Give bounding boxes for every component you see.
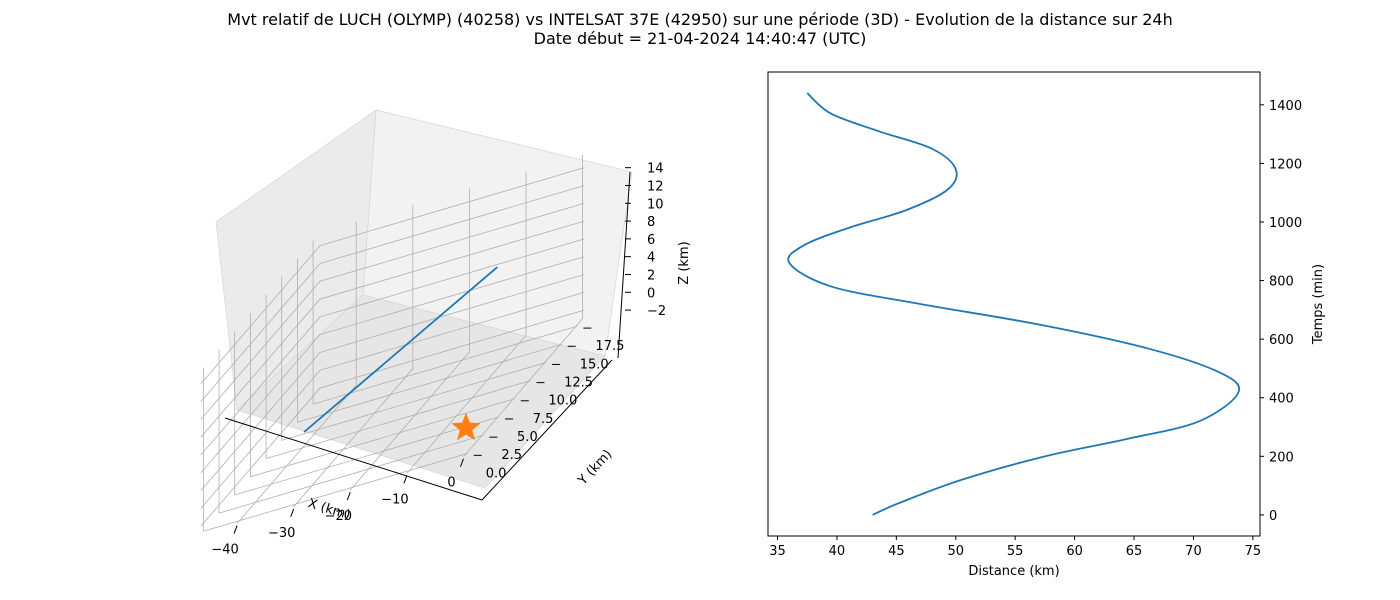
z-tick-label-3d: 2 bbox=[647, 268, 655, 283]
x-tick-label: 55 bbox=[1007, 544, 1024, 559]
y-tick-label-3d: 0.0 bbox=[486, 466, 507, 481]
grid-3d bbox=[200, 154, 585, 532]
plot-area bbox=[767, 71, 1261, 537]
y-axis-line bbox=[481, 359, 613, 501]
x-axis-line bbox=[224, 417, 483, 501]
x-tick-label: 75 bbox=[1245, 544, 1262, 559]
x-tick-mark-3d bbox=[460, 458, 464, 467]
grid-line-side bbox=[200, 334, 321, 474]
z-tick-label-3d: −2 bbox=[647, 304, 666, 319]
x-tick-mark-3d bbox=[346, 491, 351, 501]
grid-line-back bbox=[319, 256, 585, 336]
y-ticks: 0 200 400 600 800 1000 1200 1400 bbox=[1260, 99, 1302, 524]
y-axis-label: Temps (min) bbox=[1311, 264, 1326, 345]
y-tick-label: 400 bbox=[1269, 392, 1294, 407]
z-tick-label-3d: 10 bbox=[647, 197, 664, 212]
y-tick-label: 600 bbox=[1269, 333, 1294, 348]
grid-line-floor bbox=[293, 368, 414, 508]
series-line-3d bbox=[303, 266, 498, 433]
x-tick-label: 65 bbox=[1126, 544, 1143, 559]
grid-line-floor bbox=[218, 434, 484, 514]
z-axis-label-3d: Z (km) bbox=[677, 241, 692, 284]
y-tick-label: 0 bbox=[1269, 509, 1277, 524]
x-ticks: 35 40 45 50 55 60 65 70 75 bbox=[769, 536, 1261, 559]
y-tick-label-3d: 12.5 bbox=[564, 375, 593, 390]
grid-line-side bbox=[200, 245, 321, 385]
y-tick-label: 800 bbox=[1269, 275, 1294, 290]
x-tick-label-3d: −10 bbox=[381, 492, 408, 507]
grid-line-floor bbox=[463, 318, 583, 457]
z-tick-label-3d: 6 bbox=[647, 233, 655, 248]
grid-line-floor bbox=[297, 343, 562, 423]
grid-line-side bbox=[200, 316, 321, 456]
y-tick-label: 1200 bbox=[1269, 157, 1302, 172]
grid-line-floor bbox=[234, 416, 500, 496]
y-tick-label-3d: 17.5 bbox=[595, 339, 624, 354]
grid-line-floor bbox=[203, 452, 468, 532]
x-axis-label: Distance (km) bbox=[968, 564, 1059, 579]
ticks-3d: −40−30−20−1000.02.55.07.510.012.515.017.… bbox=[211, 162, 666, 558]
grid-line-side bbox=[200, 352, 321, 491]
figure-title-line1: Mvt relatif de LUCH (OLYMP) (40258) vs I… bbox=[227, 10, 1172, 29]
grid-line-back bbox=[319, 185, 585, 264]
pane-floor bbox=[236, 294, 606, 489]
x-tick-label: 70 bbox=[1185, 544, 1202, 559]
z-tick-label-3d: 0 bbox=[647, 286, 655, 301]
grid-line-side bbox=[200, 370, 321, 509]
grid-line-back bbox=[319, 274, 585, 353]
x-tick-mark-3d bbox=[403, 475, 408, 484]
y-tick-label-3d: 2.5 bbox=[501, 448, 522, 463]
origin-star-marker bbox=[451, 412, 481, 441]
grid-line-back bbox=[319, 167, 585, 247]
chart-3d: −40−30−20−1000.02.55.07.510.012.515.017.… bbox=[200, 109, 692, 558]
grid-line-side bbox=[200, 387, 321, 527]
chart-distance-time: 35 40 45 50 55 60 65 70 75 0 200 400 600 800 1000 1200… bbox=[767, 71, 1326, 579]
grid-line-side bbox=[200, 263, 321, 402]
z-tick-label-3d: 8 bbox=[647, 215, 655, 230]
series-line-distance bbox=[787, 92, 1241, 516]
grid-line-back bbox=[319, 220, 585, 300]
grid-line-back bbox=[319, 309, 585, 389]
x-tick-mark-3d bbox=[290, 508, 295, 517]
x-tick-label-3d: 0 bbox=[447, 476, 455, 491]
grid-line-floor bbox=[250, 398, 515, 478]
grid-line-side bbox=[200, 281, 321, 420]
figure-title-line2: Date début = 21-04-2024 14:40:47 (UTC) bbox=[534, 29, 867, 48]
grid-line-back bbox=[319, 202, 585, 282]
x-tick-label-3d: −30 bbox=[268, 526, 295, 541]
x-tick-label: 40 bbox=[829, 544, 846, 559]
x-tick-label: 60 bbox=[1066, 544, 1083, 559]
grid-line-floor bbox=[281, 362, 547, 441]
grid-line-floor bbox=[236, 385, 357, 524]
y-axis-label-3d: Y (km) bbox=[575, 447, 616, 489]
x-tick-label: 50 bbox=[947, 544, 964, 559]
x-tick-label: 45 bbox=[888, 544, 905, 559]
y-tick-label-3d: 15.0 bbox=[580, 357, 609, 372]
x-tick-label: 35 bbox=[769, 544, 786, 559]
x-tick-label-3d: −40 bbox=[211, 543, 238, 558]
x-tick-label-3d: −20 bbox=[325, 509, 352, 524]
grid-line-floor bbox=[349, 351, 470, 491]
y-tick-label: 1000 bbox=[1269, 216, 1302, 231]
z-tick-label-3d: 12 bbox=[647, 179, 664, 194]
grid-line-back bbox=[319, 291, 585, 371]
y-tick-label: 1400 bbox=[1269, 99, 1302, 114]
y-tick-label: 200 bbox=[1269, 450, 1294, 465]
grid-line-back bbox=[319, 238, 585, 318]
y-tick-label-3d: 5.0 bbox=[517, 430, 538, 445]
x-tick-mark-3d bbox=[233, 525, 238, 534]
grid-line-floor bbox=[312, 325, 578, 405]
grid-line-floor bbox=[406, 335, 527, 474]
grid-line-side bbox=[200, 298, 321, 438]
z-tick-label-3d: 14 bbox=[647, 162, 664, 177]
y-tick-label-3d: 10.0 bbox=[548, 394, 577, 409]
y-tick-label-3d: 7.5 bbox=[533, 412, 554, 427]
z-tick-label-3d: 4 bbox=[647, 251, 655, 266]
